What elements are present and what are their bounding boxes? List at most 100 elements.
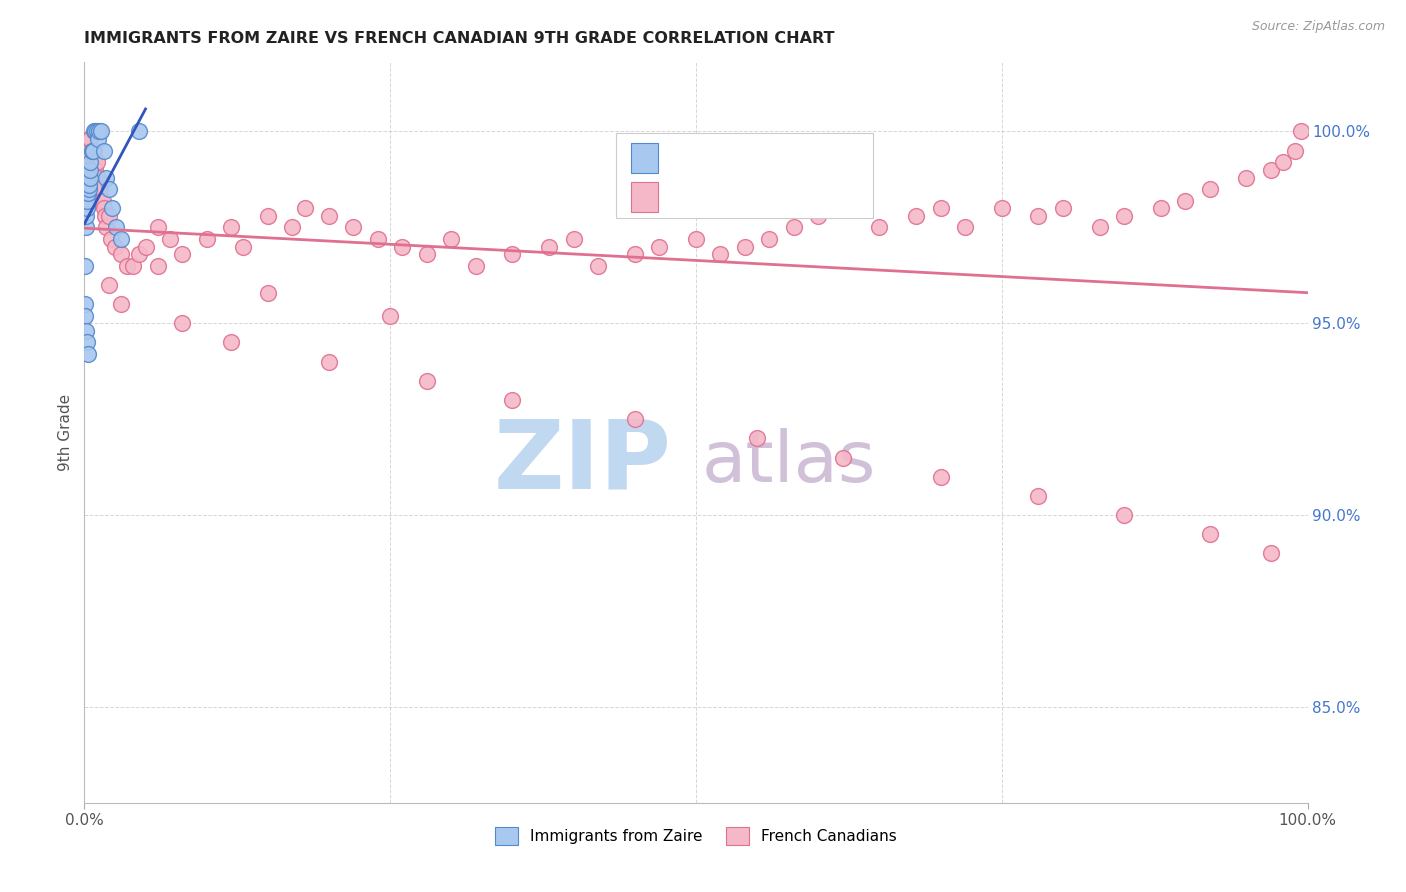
Point bbox=[104, 239, 127, 253]
Point bbox=[93, 201, 115, 215]
Point bbox=[440, 232, 463, 246]
Point bbox=[538, 239, 561, 253]
Point bbox=[96, 220, 118, 235]
Point bbox=[79, 162, 101, 177]
Text: Source: ZipAtlas.com: Source: ZipAtlas.com bbox=[1251, 20, 1385, 33]
Point bbox=[87, 182, 110, 196]
Point bbox=[1150, 201, 1173, 215]
Point bbox=[82, 144, 104, 158]
Point bbox=[219, 220, 242, 235]
Point bbox=[80, 144, 103, 158]
Point bbox=[79, 170, 101, 185]
Point bbox=[929, 201, 952, 215]
Point bbox=[146, 259, 169, 273]
Point bbox=[115, 259, 138, 273]
Point bbox=[105, 220, 128, 235]
Point bbox=[1260, 546, 1282, 560]
Point bbox=[83, 155, 105, 169]
Point bbox=[709, 247, 731, 261]
Point bbox=[294, 201, 316, 215]
Point bbox=[1198, 182, 1220, 196]
Point bbox=[73, 297, 96, 311]
Point bbox=[734, 239, 756, 253]
Point bbox=[91, 194, 114, 208]
Point bbox=[83, 144, 105, 158]
Point bbox=[1052, 201, 1074, 215]
Point bbox=[831, 450, 853, 465]
Point bbox=[416, 247, 439, 261]
Text: R =  0.113  N = 90: R = 0.113 N = 90 bbox=[668, 189, 813, 204]
Point bbox=[76, 201, 98, 215]
Point bbox=[76, 335, 98, 350]
Point bbox=[146, 220, 169, 235]
Point bbox=[77, 132, 100, 146]
Point bbox=[75, 209, 97, 223]
Point bbox=[82, 144, 104, 158]
Point bbox=[929, 469, 952, 483]
Point bbox=[624, 247, 647, 261]
Point bbox=[101, 201, 124, 215]
FancyBboxPatch shape bbox=[616, 133, 873, 218]
Point bbox=[83, 124, 105, 138]
Point bbox=[77, 178, 100, 193]
Point bbox=[342, 220, 364, 235]
Y-axis label: 9th Grade: 9th Grade bbox=[58, 394, 73, 471]
Point bbox=[685, 232, 707, 246]
Point bbox=[831, 201, 853, 215]
Point bbox=[783, 220, 806, 235]
Point bbox=[76, 144, 98, 158]
Point bbox=[90, 124, 112, 138]
Point bbox=[86, 155, 108, 169]
Text: IMMIGRANTS FROM ZAIRE VS FRENCH CANADIAN 9TH GRADE CORRELATION CHART: IMMIGRANTS FROM ZAIRE VS FRENCH CANADIAN… bbox=[84, 31, 835, 46]
Point bbox=[87, 132, 110, 146]
Point bbox=[1198, 527, 1220, 541]
Point bbox=[1174, 194, 1197, 208]
Point bbox=[257, 209, 280, 223]
Point bbox=[159, 232, 181, 246]
Point bbox=[281, 220, 304, 235]
Point bbox=[94, 209, 117, 223]
Point bbox=[90, 194, 112, 208]
Point bbox=[1260, 162, 1282, 177]
Point bbox=[77, 186, 100, 200]
Point bbox=[807, 209, 830, 223]
Point bbox=[97, 209, 120, 223]
Point bbox=[110, 232, 132, 246]
Point bbox=[86, 170, 108, 185]
Point bbox=[195, 232, 218, 246]
Point bbox=[128, 247, 150, 261]
Point bbox=[367, 232, 389, 246]
Point bbox=[1028, 489, 1050, 503]
Point bbox=[75, 324, 97, 338]
Text: R = 0.501  N =  31: R = 0.501 N = 31 bbox=[668, 151, 813, 166]
Point bbox=[96, 170, 118, 185]
Point bbox=[87, 124, 110, 138]
Point bbox=[93, 144, 115, 158]
Text: atlas: atlas bbox=[702, 428, 876, 497]
Point bbox=[1284, 144, 1306, 158]
Point bbox=[586, 259, 609, 273]
Point bbox=[869, 220, 891, 235]
Point bbox=[380, 309, 402, 323]
Point bbox=[86, 124, 108, 138]
Point bbox=[1088, 220, 1111, 235]
FancyBboxPatch shape bbox=[631, 182, 658, 211]
Point bbox=[502, 247, 524, 261]
Point bbox=[135, 239, 157, 253]
Point bbox=[100, 232, 122, 246]
Point bbox=[89, 182, 111, 196]
Point bbox=[1114, 209, 1136, 223]
Point bbox=[502, 392, 524, 407]
Point bbox=[1028, 209, 1050, 223]
FancyBboxPatch shape bbox=[631, 144, 658, 173]
Point bbox=[84, 162, 107, 177]
Point bbox=[991, 201, 1014, 215]
Point bbox=[416, 374, 439, 388]
Point bbox=[80, 144, 103, 158]
Point bbox=[624, 412, 647, 426]
Point bbox=[172, 316, 194, 330]
Point bbox=[391, 239, 413, 253]
Point bbox=[1236, 170, 1258, 185]
Legend: Immigrants from Zaire, French Canadians: Immigrants from Zaire, French Canadians bbox=[489, 821, 903, 851]
Point bbox=[953, 220, 976, 235]
